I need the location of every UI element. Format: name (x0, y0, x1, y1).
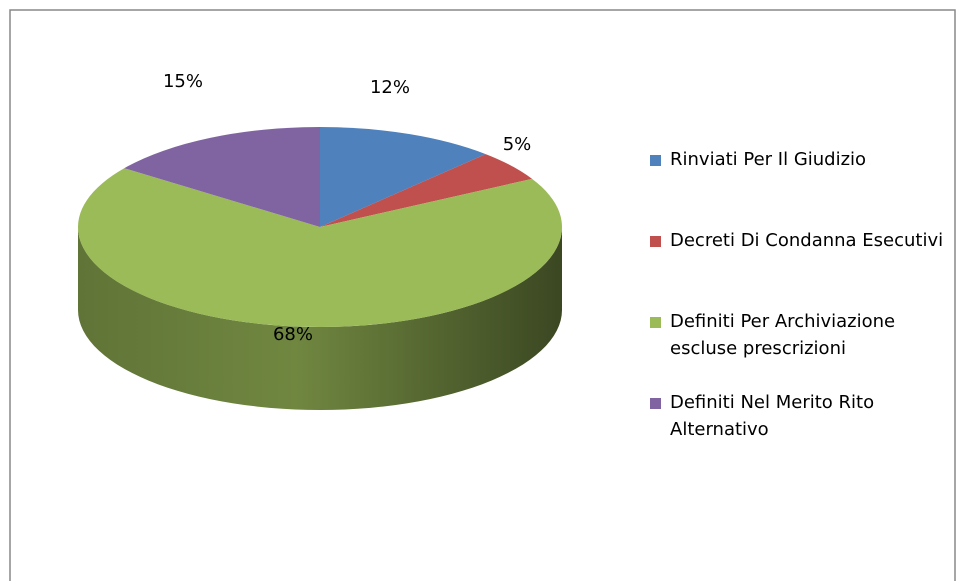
pie-slice (77, 168, 563, 328)
pie-side (78, 227, 562, 410)
data-label: 5% (503, 134, 532, 155)
legend-item: Rinviati Per Il Giudizio (650, 146, 950, 227)
legend-label: Definiti Per Archiviazione escluse presc… (670, 311, 896, 359)
legend-label: Decreti Di Condanna Esecutivi (670, 230, 944, 251)
pie-slice (320, 154, 533, 227)
data-label: 15% (163, 71, 203, 92)
legend-item: Decreti Di Condanna Esecutivi (650, 227, 950, 308)
pie-slice (320, 127, 486, 227)
legend-swatch (650, 398, 661, 409)
legend-label: Definiti Nel Merito Rito Alternativo (670, 392, 875, 440)
legend-label: Rinviati Per Il Giudizio (670, 149, 867, 170)
pie-slice (124, 127, 320, 227)
legend-swatch (650, 236, 661, 247)
legend-item: Definiti Nel Merito Rito Alternativo (650, 389, 950, 470)
legend-swatch (650, 155, 661, 166)
legend-item: Definiti Per Archiviazione escluse presc… (650, 308, 950, 389)
legend: Rinviati Per Il Giudizio Decreti Di Conda… (650, 146, 950, 470)
data-label: 68% (273, 324, 313, 345)
data-label: 12% (370, 77, 410, 98)
legend-swatch (650, 317, 661, 328)
